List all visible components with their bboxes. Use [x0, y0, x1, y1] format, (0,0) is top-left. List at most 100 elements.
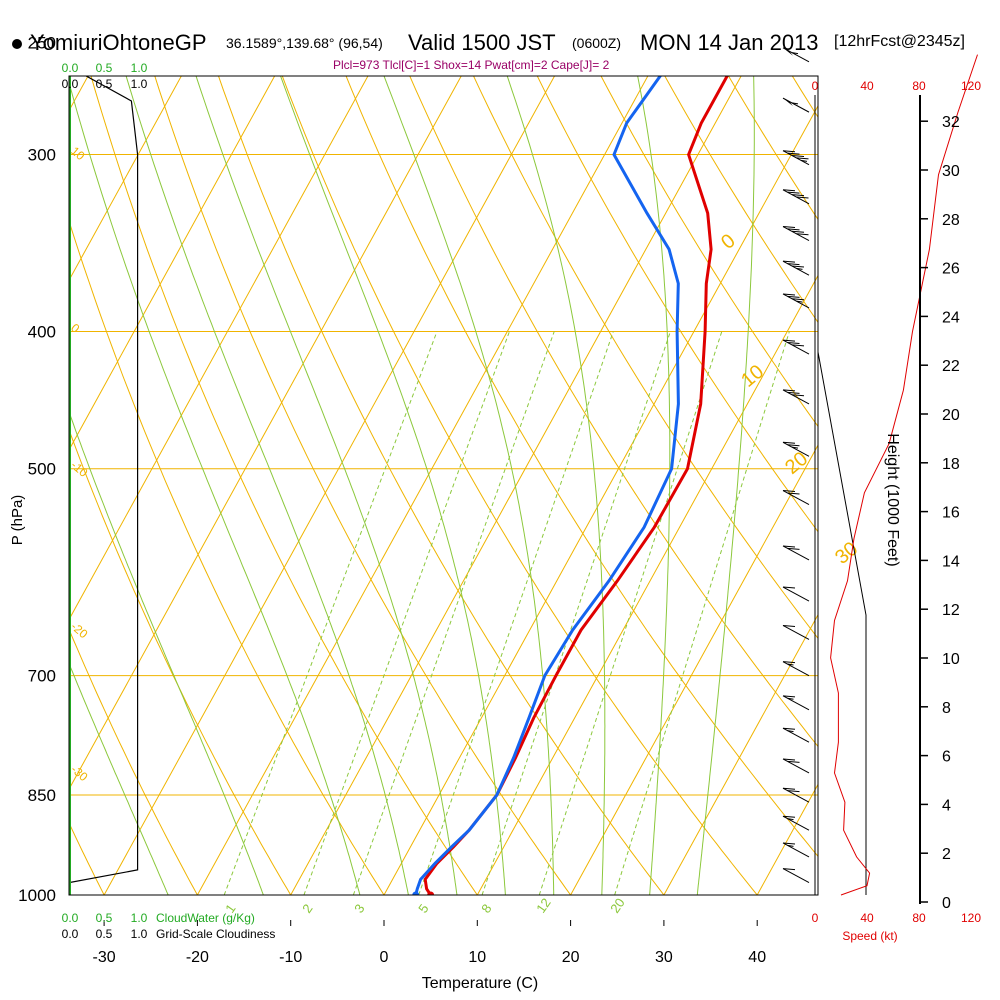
height-tick-label: 2	[942, 846, 951, 863]
dry-adiabat-line	[69, 219, 385, 895]
wind-barb	[782, 490, 810, 505]
wind-barb	[782, 545, 810, 561]
mixing-ratio-label: 3	[351, 901, 367, 916]
speed-top-tick: 120	[961, 79, 981, 93]
wind-barb	[782, 150, 810, 166]
wind-barb	[782, 226, 810, 241]
moist-adiabat-label: 0	[717, 230, 740, 254]
cloud-water-top-tick: 0.0	[62, 61, 79, 75]
height-tick-label: 12	[942, 602, 960, 619]
dry-adiabat-label: 10	[68, 144, 87, 164]
height-tick-label: 8	[942, 700, 951, 717]
cloudiness-top-tick: 0.0	[62, 77, 79, 91]
dry-adiabat-label: -30	[68, 762, 91, 784]
moist-adiabat-label: 10	[737, 361, 768, 392]
dry-adiabat-line	[217, 76, 665, 895]
mixing-ratio-line	[614, 331, 790, 895]
wind-barb	[782, 815, 810, 831]
height-tick-label: 4	[942, 797, 951, 814]
y-tick-label: 500	[28, 460, 56, 479]
cloudiness-top-tick: 0.5	[96, 77, 113, 91]
mixing-ratio-label: 8	[478, 901, 494, 916]
wind-barb	[782, 758, 810, 774]
wind-barb	[782, 389, 810, 405]
speed-bottom-tick: 40	[860, 911, 874, 925]
cloudiness-profile	[69, 76, 139, 884]
cloud-water-bottom-tick: 0.0	[62, 911, 79, 925]
moist-adiabat-label: 20	[781, 448, 812, 479]
mixing-ratio-line	[481, 331, 671, 895]
speed-top-tick: 40	[860, 79, 874, 93]
speed-top-tick: 80	[912, 79, 926, 93]
mixing-ratio-line	[418, 331, 614, 895]
cloudiness-bottom-tick: 1.0	[131, 927, 148, 941]
wind-barb	[782, 661, 810, 677]
dry-adiabat-line	[536, 76, 818, 533]
wind-barb	[782, 260, 810, 276]
y-axis-label: P (hPa)	[9, 495, 26, 546]
dry-adiabat-line	[409, 76, 818, 748]
cloudiness-bottom-tick: 0.5	[96, 927, 113, 941]
moist-adiabat-line	[506, 76, 606, 895]
mixing-ratio-label: 12	[533, 895, 554, 915]
speed-axis-label: Speed (kt)	[842, 929, 897, 943]
stability-indices: Plcl=973 Tlcl[C]=1 Shox=14 Pwat[cm]=2 Ca…	[333, 58, 610, 72]
wind-barb	[782, 339, 810, 355]
dry-adiabat-line	[154, 76, 572, 895]
height-tick-label: 28	[942, 212, 960, 229]
y-tick-label: 1000	[18, 886, 56, 905]
height-tick-label: 32	[942, 114, 960, 131]
wind-barb	[782, 189, 810, 205]
wind-barb	[782, 842, 810, 858]
x-tick-label: 0	[380, 949, 389, 966]
wind-barb	[782, 47, 810, 63]
moist-adiabat-line	[125, 76, 409, 895]
dry-adiabat-line	[69, 628, 198, 895]
moist-adiabat-label: 30	[831, 538, 862, 569]
station-marker-icon	[12, 39, 22, 49]
moist-adiabat-line	[195, 76, 458, 895]
wind-barb	[782, 624, 810, 640]
moist-adiabat-line	[69, 410, 264, 895]
cloudiness-label: Grid-Scale Cloudiness	[156, 927, 275, 941]
height-tick-label: 20	[942, 407, 960, 424]
height-tick-label: 14	[942, 553, 960, 570]
moist-adiabat-line	[69, 80, 361, 895]
cloud-water-bottom-tick: 0.5	[96, 911, 113, 925]
speed-bottom-tick: 80	[912, 911, 926, 925]
x-tick-label: -20	[186, 949, 209, 966]
isotherm-line	[69, 76, 182, 282]
moist-adiabat-line	[383, 76, 555, 895]
height-tick-label: 22	[942, 358, 960, 375]
dry-adiabat-line	[345, 76, 818, 858]
plot-frame	[68, 75, 819, 896]
dry-adiabat-line	[0, 17, 25, 925]
height-tick-label: 10	[942, 651, 960, 668]
isotherm-line	[663, 613, 818, 895]
wind-barb	[782, 441, 810, 457]
wind-barb	[782, 695, 810, 711]
height-tick-label: 24	[942, 309, 960, 326]
dry-adiabat-label: -20	[68, 619, 91, 641]
height-tick-label: 6	[942, 749, 951, 766]
x-tick-label: 10	[468, 949, 486, 966]
moist-adiabat-line	[696, 76, 755, 895]
y-tick-label: 250	[28, 33, 56, 52]
mixing-ratio-line	[352, 331, 555, 895]
mixing-ratio-label: 20	[607, 895, 628, 915]
speed-bottom-tick: 120	[961, 911, 981, 925]
cloudiness-top-tick: 1.0	[131, 77, 148, 91]
wind-barb	[782, 586, 810, 602]
mixing-ratio-line	[538, 331, 723, 895]
height-tick-label: 18	[942, 456, 960, 473]
forecast-info: [12hrFcst@2345z]	[834, 33, 965, 50]
wind-speed-profile	[830, 54, 978, 896]
mixing-ratio-label: 2	[299, 901, 315, 916]
dry-adiabat-line	[600, 76, 818, 428]
cloud-water-bottom-tick: 1.0	[131, 911, 148, 925]
valid-utc: (0600Z)	[572, 35, 622, 51]
valid-time: Valid 1500 JST	[408, 30, 556, 55]
moist-adiabat-line	[637, 76, 671, 895]
y-tick-label: 300	[28, 146, 56, 165]
